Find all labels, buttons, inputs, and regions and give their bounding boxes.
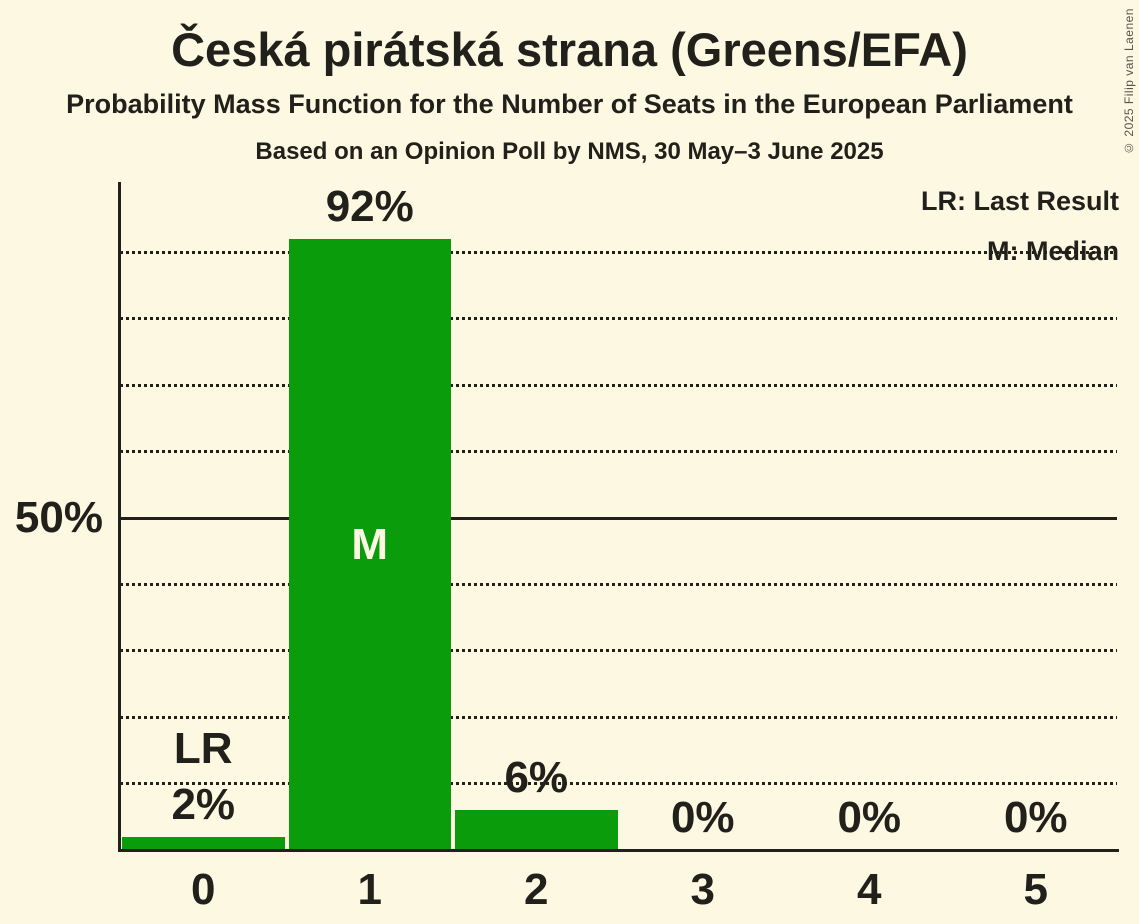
legend-median: M: Median [987, 236, 1119, 266]
bar-seats-2 [455, 810, 618, 850]
bar-value-text: 2% [171, 779, 236, 829]
bar-seats-1 [288, 239, 451, 850]
bar-value-text: 6% [504, 753, 569, 803]
y-axis-tick-label-50: 50% [14, 493, 103, 542]
gridline-dotted-80 [120, 317, 1117, 321]
bar-slot-1: 92% M [287, 182, 454, 850]
bar-value-label-4: 0% [746, 790, 993, 846]
bar-seats-0 [122, 836, 285, 850]
bar-value-text: 0% [837, 793, 902, 842]
chart-subtitle: Probability Mass Function for the Number… [66, 89, 1073, 119]
bar-slot-3: 0% [620, 186, 787, 850]
bar-value-label-5: 0% [913, 790, 1139, 846]
bar-value-label-1: 92% [247, 179, 494, 235]
bar-value-label-3: 0% [580, 790, 827, 846]
gridline-dotted-70 [120, 383, 1117, 387]
gridline-dotted-10 [120, 782, 1117, 786]
gridline-dotted-90 [120, 250, 1117, 254]
x-axis-tick-label-5: 5 [1023, 865, 1048, 914]
x-axis-tick-label-0: 0 [191, 865, 216, 914]
plot-area: LR 2% 92% M 6% 0% 0% 0% LR: Last Result M: Medi… [118, 182, 1120, 852]
bar-slot-0: LR 2% [120, 186, 287, 850]
legend-last-result: LR: Last Result [920, 186, 1119, 216]
x-axis-tick-label-3: 3 [690, 865, 715, 914]
gridline-dotted-20 [120, 715, 1117, 719]
bar-slot-4: 0% [786, 186, 953, 850]
chart-title: Česká pirátská strana (Greens/EFA) [171, 23, 968, 76]
x-axis-tick-label-4: 4 [857, 865, 882, 914]
bar-slot-2: 6% [453, 186, 620, 850]
y-axis-line [118, 182, 121, 852]
copyright-notice: © 2025 Filip van Laenen [1122, 8, 1136, 155]
bar-value-text: 0% [670, 793, 735, 842]
x-axis-labels: 0 1 2 3 4 5 [120, 868, 1119, 912]
gridline-dotted-30 [120, 649, 1117, 653]
chart-source-line: Based on an Opinion Poll by NMS, 30 May–… [255, 138, 884, 165]
x-axis-tick-label-1: 1 [357, 865, 382, 914]
x-axis-line [120, 849, 1119, 852]
bar-value-label-2: 6% [413, 750, 660, 806]
gridline-dotted-60 [120, 450, 1117, 454]
bar-value-text: 0% [1003, 793, 1068, 842]
last-result-marker: LR [173, 723, 233, 773]
bars-layer: LR 2% 92% M 6% 0% 0% 0% [120, 182, 1120, 850]
chart-legend: LR: Last Result M: Median [921, 176, 1119, 276]
gridline-solid-50 [120, 516, 1117, 520]
gridline-dotted-40 [120, 582, 1117, 586]
bar-value-label-0: LR 2% [80, 721, 327, 833]
bar-value-text: 92% [325, 182, 414, 232]
x-axis-tick-label-2: 2 [524, 865, 549, 914]
median-marker: M [351, 519, 389, 569]
bar-slot-5: 0% [953, 186, 1120, 850]
